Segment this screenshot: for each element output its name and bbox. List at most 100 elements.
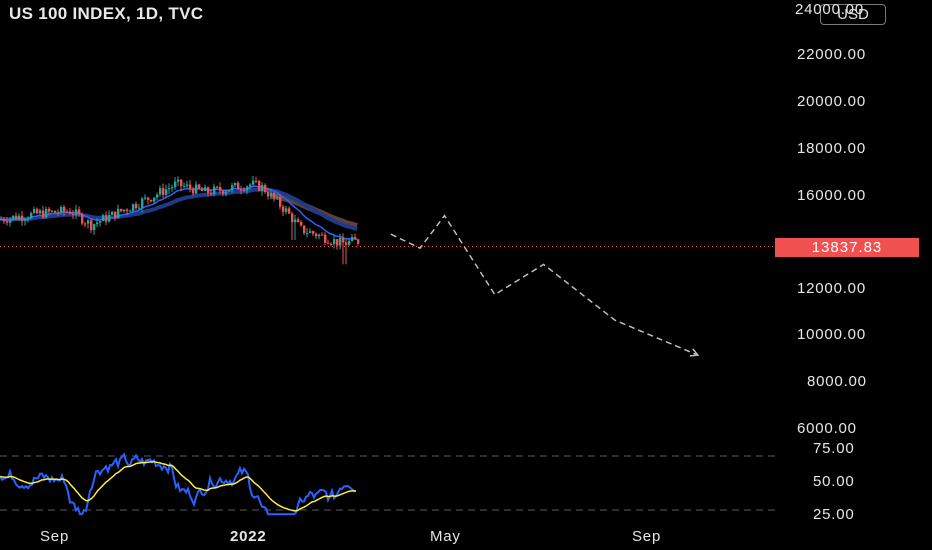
candle-body bbox=[207, 187, 210, 194]
time-label-2022: 2022 bbox=[230, 528, 267, 545]
currency-button[interactable]: USD bbox=[820, 4, 886, 25]
candle-body bbox=[255, 180, 258, 182]
candle-body bbox=[357, 239, 360, 244]
candle-body bbox=[231, 185, 234, 191]
price-tick-12000: 12000.00 bbox=[797, 280, 866, 297]
candle-body bbox=[45, 208, 48, 218]
candle-body bbox=[219, 186, 222, 191]
candle-body bbox=[30, 212, 33, 219]
candle-body bbox=[81, 213, 84, 224]
candle-body bbox=[120, 208, 123, 212]
candle-body bbox=[159, 188, 162, 195]
candle-body bbox=[174, 181, 177, 188]
candle-body bbox=[42, 210, 45, 218]
candle-body bbox=[171, 187, 174, 189]
candle-body bbox=[111, 211, 114, 215]
candle-body bbox=[324, 234, 327, 243]
candle-body bbox=[291, 213, 294, 223]
rsi-tick-50: 50.00 bbox=[813, 473, 855, 490]
candle-body bbox=[126, 209, 129, 211]
candle-body bbox=[165, 189, 168, 195]
ema-fast-line bbox=[0, 185, 358, 241]
candle-body bbox=[312, 231, 315, 234]
candle-body bbox=[303, 225, 306, 234]
candle-body bbox=[99, 221, 102, 223]
candle-body bbox=[201, 188, 204, 191]
candle-body bbox=[264, 185, 267, 193]
candle-body bbox=[72, 213, 75, 215]
candle-body bbox=[63, 206, 66, 212]
candle-body bbox=[66, 211, 69, 213]
candle-body bbox=[69, 211, 72, 214]
price-tick-22000: 22000.00 bbox=[797, 46, 866, 63]
candle-body bbox=[21, 215, 24, 221]
symbol-title[interactable]: US 100 INDEX, 1D, TVC bbox=[9, 4, 204, 23]
candle-body bbox=[309, 231, 312, 234]
price-tick-20000: 20000.00 bbox=[797, 93, 866, 110]
candle-body bbox=[330, 243, 333, 245]
candle-body bbox=[228, 190, 231, 192]
candle-body bbox=[102, 215, 105, 222]
candle-body bbox=[276, 197, 279, 199]
candle-body bbox=[306, 233, 309, 235]
candle-body bbox=[258, 180, 261, 191]
candle-body bbox=[177, 179, 180, 182]
candle-body bbox=[192, 188, 195, 194]
candle-body bbox=[24, 219, 27, 221]
time-label-may: May bbox=[430, 528, 461, 545]
price-tick-16000: 16000.00 bbox=[797, 187, 866, 204]
candle-body bbox=[180, 179, 183, 187]
candle-body bbox=[267, 192, 270, 197]
candle-body bbox=[78, 209, 81, 214]
candle-body bbox=[318, 234, 321, 237]
candle-body bbox=[36, 209, 39, 214]
candle-body bbox=[156, 194, 159, 198]
candle-body bbox=[300, 222, 303, 226]
rsi-panel bbox=[0, 452, 775, 516]
candle-body bbox=[204, 187, 207, 191]
price-tick-24000: 24000.00 bbox=[795, 1, 864, 18]
candle-body bbox=[123, 209, 126, 212]
candle-body bbox=[54, 210, 57, 213]
rsi-tick-25: 25.00 bbox=[813, 506, 855, 523]
candle-body bbox=[15, 215, 18, 220]
candle-body bbox=[9, 218, 12, 223]
candle-body bbox=[294, 219, 297, 223]
candle-body bbox=[87, 220, 90, 224]
candle-body bbox=[288, 208, 291, 214]
projection-arrowhead bbox=[689, 348, 700, 357]
candle-body bbox=[339, 237, 342, 246]
candle-body bbox=[198, 184, 201, 189]
candle-body bbox=[315, 233, 318, 237]
candle-body bbox=[117, 208, 120, 219]
candle-body bbox=[75, 209, 78, 215]
candle-body bbox=[270, 192, 273, 197]
candle-body bbox=[321, 234, 324, 236]
projection-path[interactable] bbox=[390, 214, 700, 357]
projection-line[interactable] bbox=[390, 214, 699, 356]
candle-body bbox=[84, 223, 87, 225]
candle-body bbox=[108, 214, 111, 222]
candle-body bbox=[195, 184, 198, 194]
candle-body bbox=[90, 220, 93, 231]
candle-body bbox=[297, 219, 300, 223]
candle-body bbox=[249, 184, 252, 187]
candle-body bbox=[234, 183, 237, 186]
candle-body bbox=[261, 185, 264, 191]
rsi-signal-line bbox=[0, 460, 357, 512]
candle-body bbox=[51, 210, 54, 212]
candle-body bbox=[3, 219, 6, 222]
candle-body bbox=[114, 211, 117, 219]
candle-body bbox=[342, 237, 345, 243]
candle-body bbox=[135, 204, 138, 209]
candle-body bbox=[105, 215, 108, 222]
candle-body bbox=[345, 242, 348, 245]
candle-body bbox=[327, 242, 330, 244]
candle-body bbox=[138, 207, 141, 209]
candle-body bbox=[246, 186, 249, 191]
candle-body bbox=[33, 209, 36, 213]
candle-body bbox=[354, 237, 357, 240]
candle-body bbox=[147, 197, 150, 200]
candle-body bbox=[213, 186, 216, 195]
